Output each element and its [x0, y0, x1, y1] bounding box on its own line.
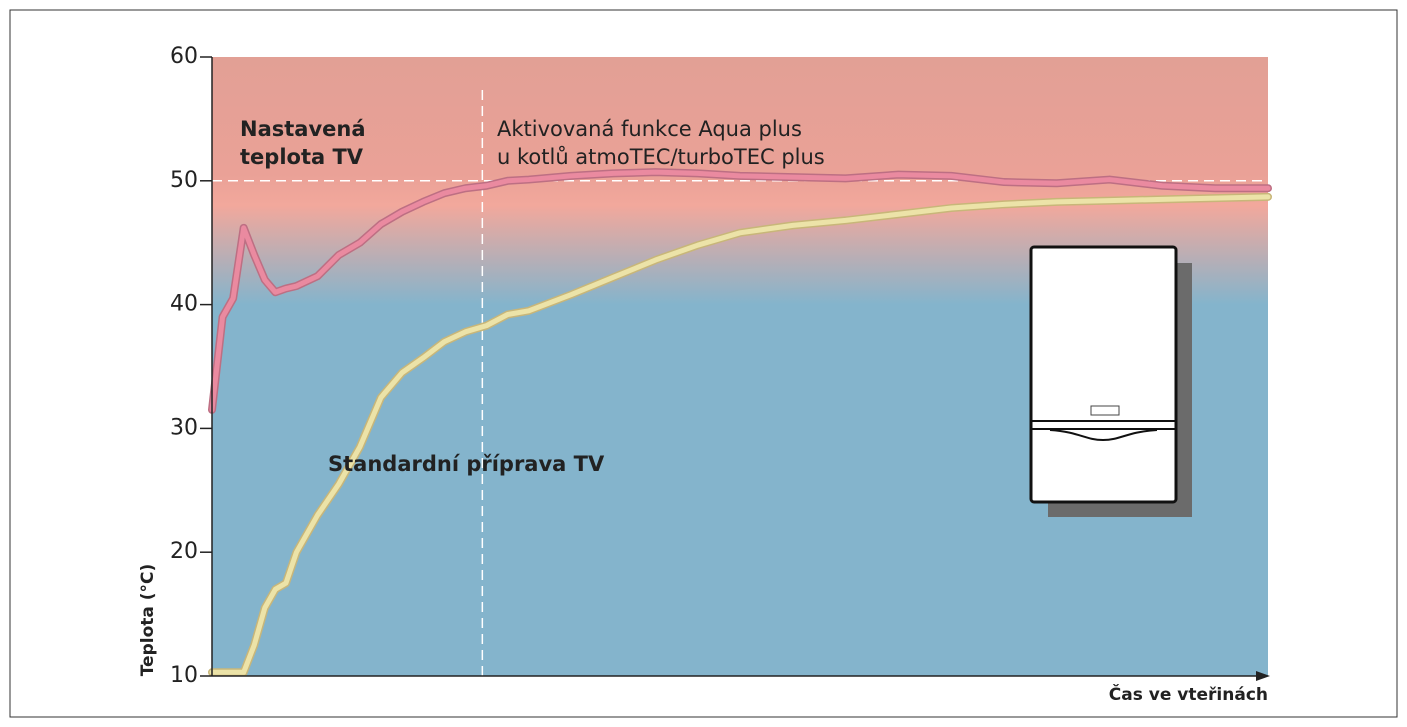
- annotation: Aktivovaná funkce Aqua plus: [497, 117, 802, 141]
- y-tick-label: 20: [170, 539, 198, 564]
- y-tick-label: 30: [170, 415, 198, 440]
- frame: [9, 9, 1398, 718]
- annotation: u kotlů atmoTEC/turboTEC plus: [497, 145, 825, 169]
- x-axis-label: Čas ve vteřinách: [1109, 683, 1268, 705]
- y-tick-label: 60: [170, 44, 198, 69]
- y-tick-label: 40: [170, 292, 198, 317]
- line: [209, 169, 1271, 413]
- y-tick-label: 10: [170, 663, 198, 688]
- annotation: Nastavená: [240, 117, 366, 141]
- y-tick-label: 50: [170, 168, 198, 193]
- line: [209, 194, 1271, 675]
- x-axis-arrow: [1256, 671, 1270, 681]
- boiler-illustration: [1029, 245, 1192, 517]
- annotation: teplota TV: [240, 145, 364, 169]
- annotation: Standardní příprava TV: [328, 452, 605, 476]
- y-axis-label: Teplota (°C): [138, 564, 158, 677]
